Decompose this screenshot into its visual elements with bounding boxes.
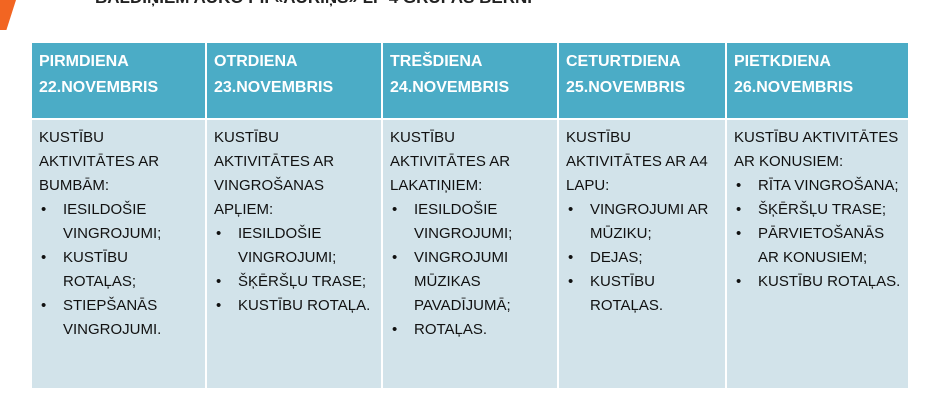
activity-list: IESILDOŠIE VINGROJUMI;ŠĶĒRŠĻU TRASE;KUST…: [214, 222, 374, 318]
activity-list: VINGROJUMI AR MŪZIKU;DEJAS;KUSTĪBU ROTAĻ…: [566, 198, 718, 318]
day-name: PIRMDIENA: [39, 53, 129, 70]
day-date: 25.NOVEMBRIS: [566, 79, 686, 96]
day-name: TREŠDIENA: [390, 53, 483, 70]
activity-item: RĪTA VINGROŠANA;: [736, 174, 901, 198]
activity-list: RĪTA VINGROŠANA;ŠĶĒRŠĻU TRASE;PĀRVIETOŠA…: [734, 174, 901, 294]
activity-item: STIEPŠANĀS VINGROJUMI.: [41, 294, 198, 342]
weekly-schedule-table: PIRMDIENA 22.NOVEMBRIS OTRDIENA 23.NOVEMBRI…: [30, 41, 910, 390]
activity-item: KUSTĪBU ROTAĻAS.: [568, 270, 718, 318]
day-activities: KUSTĪBU AKTIVITĀTES AR LAKATIŅIEM:IESILD…: [381, 118, 559, 390]
day-activities: KUSTĪBU AKTIVITĀTES AR BUMBĀM:IESILDOŠIE…: [30, 118, 207, 390]
activity-item: VINGROJUMI AR MŪZIKU;: [568, 198, 718, 246]
activity-item: KUSTĪBU ROTAĻAS.: [736, 270, 901, 294]
top-caption: BALDIŅIEM AUKO PII «AURIŅŠ» LP 4 GRUPAS …: [95, 0, 532, 8]
activity-intro: KUSTĪBU AKTIVITĀTES AR KONUSIEM:: [734, 129, 899, 170]
day-name: PIETKDIENA: [734, 53, 831, 70]
day-activities: KUSTĪBU AKTIVITĀTES AR VINGROŠANAS APĻIE…: [205, 118, 383, 390]
day-header: TREŠDIENA 24.NOVEMBRIS: [381, 41, 559, 120]
activity-list: IESILDOŠIE VINGROJUMI;KUSTĪBU ROTAĻAS;ST…: [39, 198, 198, 342]
day-name: OTRDIENA: [214, 53, 298, 70]
day-date: 23.NOVEMBRIS: [214, 79, 334, 96]
day-date: 26.NOVEMBRIS: [734, 79, 854, 96]
activity-item: IESILDOŠIE VINGROJUMI;: [41, 198, 198, 246]
activity-item: ŠĶĒRŠĻU TRASE;: [216, 270, 374, 294]
activity-list: IESILDOŠIE VINGROJUMI;VINGROJUMI MŪZIKAS…: [390, 198, 550, 342]
activity-item: ŠĶĒRŠĻU TRASE;: [736, 198, 901, 222]
day-header: OTRDIENA 23.NOVEMBRIS: [205, 41, 383, 120]
activity-item: IESILDOŠIE VINGROJUMI;: [216, 222, 374, 270]
day-activities: KUSTĪBU AKTIVITĀTES AR A4 LAPU:VINGROJUM…: [557, 118, 727, 390]
activity-intro: KUSTĪBU AKTIVITĀTES AR BUMBĀM:: [39, 129, 160, 194]
day-date: 22.NOVEMBRIS: [39, 79, 159, 96]
activity-item: KUSTĪBU ROTAĻA.: [216, 294, 374, 318]
activity-item: VINGROJUMI MŪZIKAS PAVADĪJUMĀ;: [392, 246, 550, 318]
day-header: CETURTDIENA 25.NOVEMBRIS: [557, 41, 727, 120]
activity-item: PĀRVIETOŠANĀS AR KONUSIEM;: [736, 222, 901, 270]
day-header: PIETKDIENA 26.NOVEMBRIS: [725, 41, 910, 120]
day-header: PIRMDIENA 22.NOVEMBRIS: [30, 41, 207, 120]
activity-item: IESILDOŠIE VINGROJUMI;: [392, 198, 550, 246]
activity-intro: KUSTĪBU AKTIVITĀTES AR A4 LAPU:: [566, 129, 708, 194]
day-activities: KUSTĪBU AKTIVITĀTES AR KONUSIEM:RĪTA VIN…: [725, 118, 910, 390]
activity-intro: KUSTĪBU AKTIVITĀTES AR LAKATIŅIEM:: [390, 129, 511, 194]
activity-item: DEJAS;: [568, 246, 718, 270]
day-date: 24.NOVEMBRIS: [390, 79, 510, 96]
day-name: CETURTDIENA: [566, 53, 681, 70]
activity-item: KUSTĪBU ROTAĻAS;: [41, 246, 198, 294]
activity-intro: KUSTĪBU AKTIVITĀTES AR VINGROŠANAS APĻIE…: [214, 129, 335, 218]
orange-accent-shape: [0, 0, 16, 30]
activity-item: ROTAĻAS.: [392, 318, 550, 342]
